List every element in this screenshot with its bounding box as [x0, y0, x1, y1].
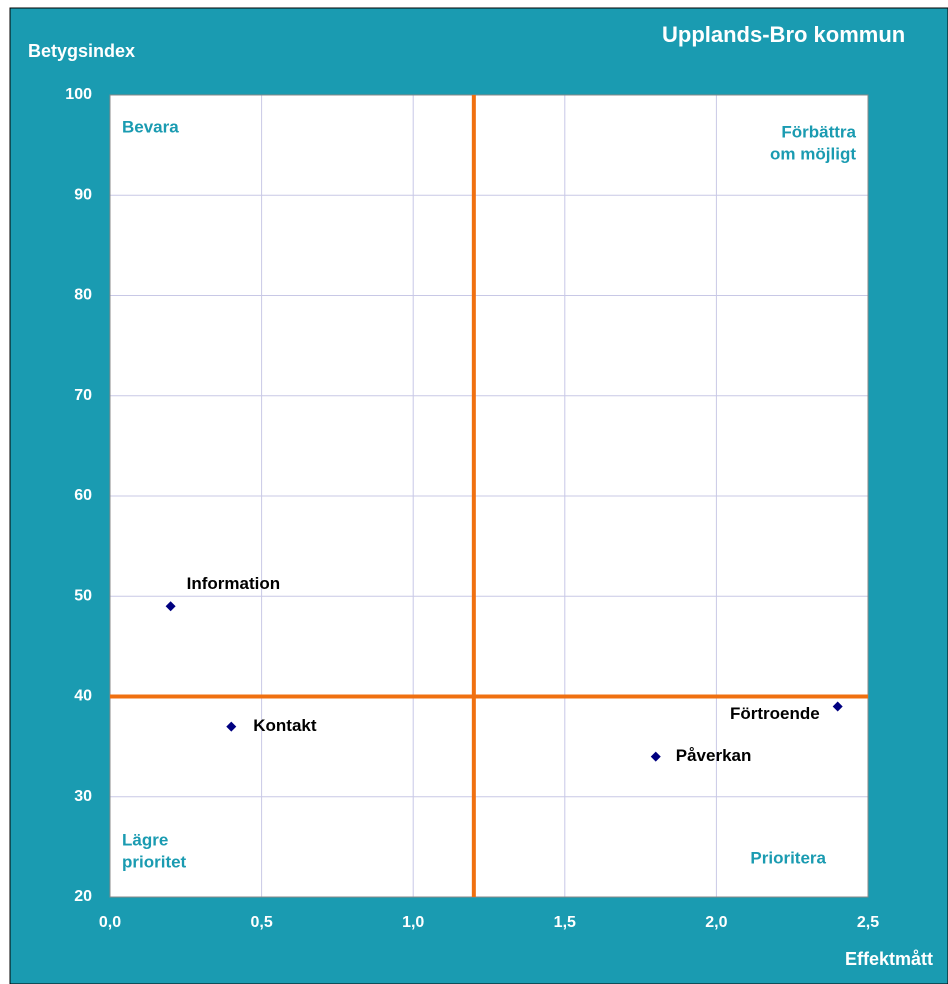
x-tick-label: 2,5 [857, 914, 879, 931]
point [165, 601, 176, 612]
x-tick-label: 2,0 [705, 914, 727, 931]
x-tick-label: 0,0 [99, 914, 121, 931]
point [226, 721, 237, 732]
y-tick-label: 40 [74, 688, 92, 705]
y-tick-label: 20 [74, 888, 92, 905]
point-label: Förtroende [730, 704, 820, 723]
plot-border [109, 94, 869, 898]
x-tick-label: 0,5 [250, 914, 272, 931]
y-tick-label: 60 [74, 487, 92, 504]
point-label: Kontakt [253, 716, 317, 735]
point [832, 701, 843, 712]
point-label: Påverkan [676, 746, 752, 765]
y-tick-label: 50 [74, 587, 92, 604]
quadrant-label: Förbättra [781, 122, 856, 141]
x-axis-label: Effektmått [845, 949, 933, 969]
y-tick-label: 100 [65, 86, 92, 103]
chart-title: Upplands-Bro kommun [662, 22, 905, 47]
quadrant-label: Bevara [122, 117, 179, 136]
y-tick-label: 80 [74, 287, 92, 304]
quadrant-label: Prioritera [750, 848, 826, 867]
y-tick-label: 90 [74, 186, 92, 203]
x-tick-label: 1,0 [402, 914, 424, 931]
y-tick-label: 30 [74, 788, 92, 805]
quadrant-label: Lägre [122, 830, 168, 849]
quadrant-label: om möjligt [770, 144, 856, 163]
y-tick-label: 70 [74, 387, 92, 404]
point-label: Information [187, 574, 281, 593]
y-axis-label: Betygsindex [28, 41, 135, 61]
point [650, 751, 661, 762]
x-tick-label: 1,5 [554, 914, 576, 931]
quadrant-label: prioritet [122, 852, 187, 871]
